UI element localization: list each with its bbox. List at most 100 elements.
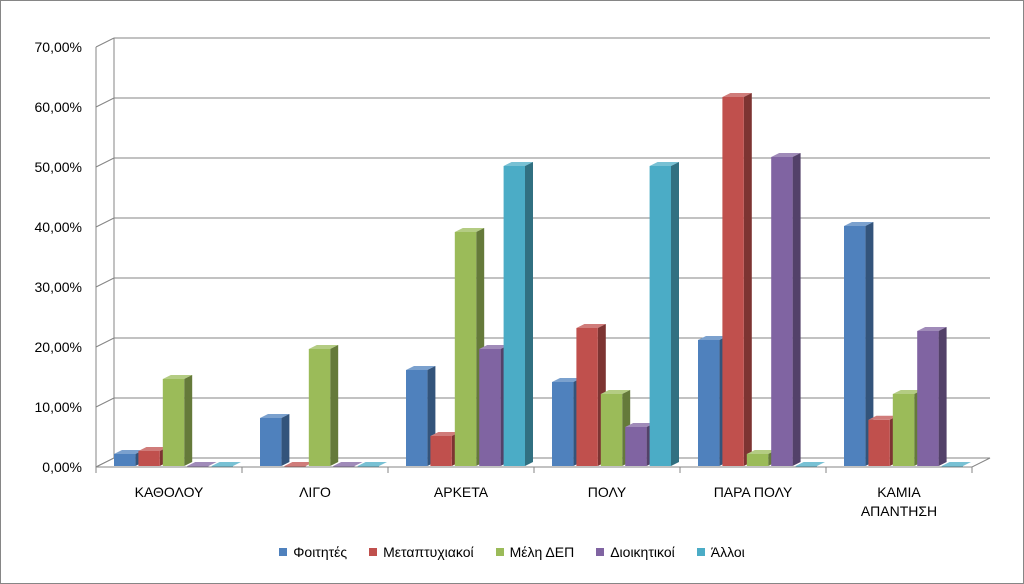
bar-front — [479, 349, 501, 466]
legend-item: Μεταπτυχιακοί — [369, 544, 474, 560]
gridline-side — [95, 217, 115, 228]
bar-top — [795, 462, 825, 466]
bar — [284, 462, 314, 467]
bar-front — [430, 436, 452, 466]
bar-top — [138, 447, 168, 451]
bar — [211, 462, 241, 467]
x-tick-label: ΚΑΘΟΛΟΥ — [135, 484, 204, 500]
gridline-side — [95, 157, 115, 168]
bar-front — [941, 466, 963, 467]
bar-top — [844, 222, 874, 226]
legend-item: Διοικητικοί — [596, 544, 675, 560]
bar-front — [771, 157, 793, 466]
bar-front — [722, 97, 744, 466]
bar-front — [308, 349, 331, 466]
bar-top — [576, 324, 606, 328]
legend-label: Άλλοι — [710, 544, 745, 560]
y-tick-label: 70,00% — [35, 39, 82, 55]
gridline-side — [95, 397, 115, 408]
bar-side — [865, 222, 874, 466]
bar-front — [260, 418, 282, 466]
bar-top — [917, 327, 947, 331]
bar-front — [454, 232, 477, 466]
bar-front — [211, 466, 233, 467]
y-tick-label: 40,00% — [35, 219, 82, 235]
bar-top — [406, 366, 436, 370]
gridline-side — [95, 37, 115, 48]
x-tick-label: ΑΡΚΕΤΑ — [434, 484, 489, 500]
bar-front — [162, 379, 185, 466]
bar-top — [308, 345, 339, 349]
bar — [187, 462, 217, 467]
y-tick-label: 30,00% — [35, 279, 82, 295]
legend-item: Άλλοι — [696, 544, 745, 560]
y-tick-label: 20,00% — [35, 339, 82, 355]
x-tick-label: ΠΑΡΑ ΠΟΛΥ — [714, 484, 793, 500]
y-tick-label: 10,00% — [35, 399, 82, 415]
legend-swatch — [596, 548, 605, 556]
bar-front — [892, 394, 915, 466]
bar-top — [892, 390, 923, 394]
bar-side — [184, 375, 193, 466]
bar-side — [671, 162, 679, 466]
bar-top — [503, 162, 533, 166]
bar-front — [746, 454, 769, 466]
legend-label: Μεταπτυχιακοί — [383, 544, 474, 560]
bar-top — [698, 336, 728, 340]
legend-item: Μέλη ΔΕΠ — [495, 544, 574, 560]
bar-top — [284, 462, 314, 466]
legend-swatch — [279, 548, 288, 556]
bar-top — [454, 228, 485, 232]
bar-chart: 0,00% 10,00% 20,00% 30,00% 40,00% 50,00% 60,00… — [35, 37, 991, 519]
bar — [917, 327, 947, 466]
bar-top — [211, 462, 241, 466]
y-tick-label: 60,00% — [35, 99, 82, 115]
bar-front — [503, 166, 525, 466]
legend-swatch — [369, 548, 378, 556]
bar-front — [795, 466, 817, 467]
bar-front — [649, 166, 671, 466]
bar — [941, 462, 971, 467]
bar-top — [625, 423, 655, 427]
bar — [722, 93, 752, 466]
bar-top — [333, 462, 363, 466]
x-tick-label: ΠΟΛΥ — [588, 484, 627, 500]
bar-top — [114, 450, 144, 454]
bar-side — [525, 162, 533, 466]
bar — [844, 222, 874, 466]
bar-front — [333, 466, 355, 467]
bar-top — [552, 378, 582, 382]
bar — [795, 462, 825, 467]
y-tick-label: 50,00% — [35, 159, 82, 175]
bar-side — [330, 345, 339, 466]
x-tick-label: ΚΑΜΙΑ ΑΠΑΝΤΗΣΗ — [861, 484, 937, 519]
bar-front — [138, 451, 160, 466]
x-tick-label: ΛΙΓΟ — [299, 484, 331, 500]
legend-label: Διοικητικοί — [610, 544, 675, 560]
bar-front — [357, 466, 379, 467]
bar — [771, 153, 801, 466]
bar-front — [625, 427, 647, 466]
bar — [260, 414, 290, 466]
bar — [162, 375, 193, 466]
bar-top — [430, 432, 460, 436]
legend: Φοιτητές Μεταπτυχιακοί Μέλη ΔΕΠ Διοικητικοί… — [0, 544, 1024, 560]
bar-front — [698, 340, 720, 466]
bar-front — [114, 454, 136, 466]
bar — [357, 462, 387, 467]
bar-front — [844, 226, 866, 466]
bar-front — [917, 331, 939, 466]
bar-top — [357, 462, 387, 466]
bar — [649, 162, 679, 466]
bar-top — [162, 375, 193, 379]
bar-top — [868, 415, 898, 420]
bar-front — [284, 466, 306, 467]
bar — [503, 162, 533, 466]
bar-top — [600, 390, 631, 394]
bar-top — [746, 450, 777, 454]
bar-front — [600, 394, 623, 466]
bar-top — [187, 462, 217, 466]
bar-top — [771, 153, 801, 157]
gridline-side — [95, 337, 115, 348]
bar-top — [649, 162, 679, 166]
